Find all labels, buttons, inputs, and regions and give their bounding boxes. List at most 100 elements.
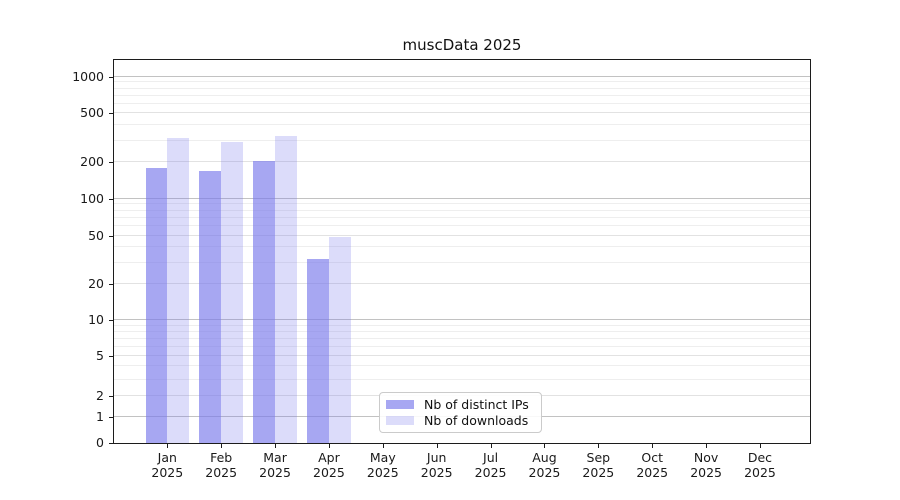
y-tick-label-20: 20 bbox=[88, 276, 104, 291]
x-tick-month: Dec bbox=[747, 450, 773, 465]
x-tick-year: 2025 bbox=[151, 465, 184, 480]
y-tick-label-5: 5 bbox=[96, 347, 104, 363]
x-tick-year: 2025 bbox=[313, 465, 345, 480]
gridline-10 bbox=[114, 319, 810, 321]
bar-nb-of-distinct-ips-mar bbox=[253, 160, 276, 443]
gridline-minor bbox=[114, 224, 810, 226]
y-tick-mark-2 bbox=[109, 396, 113, 398]
gridline-20 bbox=[114, 283, 810, 285]
bar-nb-of-distinct-ips-feb bbox=[199, 171, 222, 443]
legend-label-downloads: Nb of downloads bbox=[424, 413, 529, 429]
x-tick-month: May bbox=[369, 450, 396, 465]
y-tick-mark-100 bbox=[109, 198, 113, 200]
y-tick-mark-10 bbox=[109, 320, 113, 322]
x-tick-month: Jun bbox=[426, 450, 447, 465]
y-tick-label-100: 100 bbox=[80, 190, 104, 206]
x-tick-year: 2025 bbox=[636, 465, 669, 480]
y-tick-label-10: 10 bbox=[88, 312, 104, 328]
bar-nb-of-distinct-ips-jan bbox=[145, 167, 168, 443]
gridline-minor bbox=[114, 87, 810, 89]
x-tick-year: 2025 bbox=[474, 465, 507, 480]
x-tick-label-may: May 2025 bbox=[353, 450, 413, 480]
gridline-minor bbox=[114, 139, 810, 141]
bar-nb-of-downloads-mar bbox=[275, 135, 297, 443]
x-tick-year: 2025 bbox=[528, 465, 561, 480]
legend-label-distinct-ips: Nb of distinct IPs bbox=[424, 396, 529, 412]
x-tick-label-aug: Aug 2025 bbox=[514, 450, 574, 480]
x-tick-label-dec: Dec 2025 bbox=[730, 450, 790, 480]
gridline-minor bbox=[114, 345, 810, 347]
gridline-minor bbox=[114, 102, 810, 104]
x-tick-mark-jun bbox=[436, 444, 438, 448]
x-tick-mark-oct bbox=[652, 444, 654, 448]
x-tick-mark-may bbox=[382, 444, 384, 448]
x-tick-year: 2025 bbox=[582, 465, 615, 480]
x-tick-month: Mar bbox=[263, 450, 287, 465]
gridline-minor bbox=[114, 324, 810, 326]
x-tick-month: Sep bbox=[586, 450, 611, 465]
gridline-1000 bbox=[114, 75, 810, 77]
y-tick-label-0: 0 bbox=[96, 435, 104, 450]
gridline-minor bbox=[114, 378, 810, 380]
legend-item-distinct-ips: Nb of distinct IPs bbox=[386, 397, 535, 412]
x-tick-mark-jul bbox=[490, 444, 492, 448]
y-tick-mark-20 bbox=[109, 284, 113, 285]
x-tick-year: 2025 bbox=[205, 465, 238, 480]
gridline-minor bbox=[114, 81, 810, 83]
x-tick-mark-mar bbox=[275, 444, 277, 448]
y-tick-label-2: 2 bbox=[96, 388, 104, 404]
y-tick-label-1000: 1000 bbox=[72, 68, 104, 84]
x-tick-month: Jan bbox=[157, 450, 177, 465]
gridline-minor bbox=[114, 94, 810, 96]
chart-title: muscData 2025 bbox=[402, 36, 522, 54]
x-tick-label-jan: Jan 2025 bbox=[137, 450, 197, 480]
bar-nb-of-downloads-apr bbox=[328, 236, 351, 443]
y-tick-mark-200 bbox=[109, 162, 113, 164]
gridline-minor bbox=[114, 203, 810, 205]
legend-swatch-downloads bbox=[386, 416, 414, 426]
x-tick-year: 2025 bbox=[744, 465, 776, 480]
x-tick-mark-aug bbox=[544, 444, 546, 448]
y-tick-mark-50 bbox=[109, 235, 113, 237]
bar-nb-of-downloads-jan bbox=[167, 137, 189, 443]
plot-area bbox=[113, 59, 811, 444]
gridline-minor bbox=[114, 337, 810, 339]
legend-swatch-distinct-ips bbox=[386, 399, 414, 409]
x-tick-label-apr: Apr 2025 bbox=[299, 450, 359, 480]
y-tick-mark-1000 bbox=[109, 76, 113, 78]
x-tick-mark-dec bbox=[759, 444, 761, 448]
x-tick-year: 2025 bbox=[420, 465, 453, 480]
bar-nb-of-downloads-feb bbox=[221, 142, 243, 443]
x-tick-month: Aug bbox=[532, 450, 557, 465]
gridline-minor bbox=[114, 365, 810, 367]
x-tick-mark-jan bbox=[167, 444, 169, 448]
y-tick-mark-500 bbox=[109, 113, 113, 115]
x-tick-year: 2025 bbox=[690, 465, 722, 480]
x-tick-mark-feb bbox=[221, 444, 223, 448]
x-tick-mark-nov bbox=[706, 444, 708, 448]
gridline-minor bbox=[114, 246, 810, 248]
x-tick-label-sep: Sep 2025 bbox=[568, 450, 628, 480]
x-tick-label-oct: Oct 2025 bbox=[622, 450, 682, 480]
x-tick-month: Oct bbox=[641, 450, 664, 465]
x-tick-label-mar: Mar 2025 bbox=[245, 450, 305, 480]
y-tick-mark-5 bbox=[109, 355, 113, 357]
gridline-minor bbox=[114, 330, 810, 332]
gridline-minor bbox=[114, 209, 810, 211]
x-tick-month: Nov bbox=[693, 450, 719, 465]
x-tick-label-nov: Nov 2025 bbox=[676, 450, 736, 480]
x-tick-label-jun: Jun 2025 bbox=[407, 450, 467, 480]
gridline-200 bbox=[114, 161, 810, 163]
gridline-minor bbox=[114, 124, 810, 126]
x-tick-month: Feb bbox=[210, 450, 233, 465]
y-tick-mark-0 bbox=[109, 443, 113, 444]
y-tick-label-200: 200 bbox=[80, 154, 104, 170]
bar-nb-of-distinct-ips-apr bbox=[307, 259, 329, 443]
gridline-minor bbox=[114, 216, 810, 218]
gridline-5 bbox=[114, 354, 810, 356]
x-tick-mark-apr bbox=[328, 444, 330, 448]
x-tick-label-feb: Feb 2025 bbox=[191, 450, 251, 480]
y-tick-label-1: 1 bbox=[96, 409, 104, 425]
y-tick-label-500: 500 bbox=[80, 105, 104, 121]
